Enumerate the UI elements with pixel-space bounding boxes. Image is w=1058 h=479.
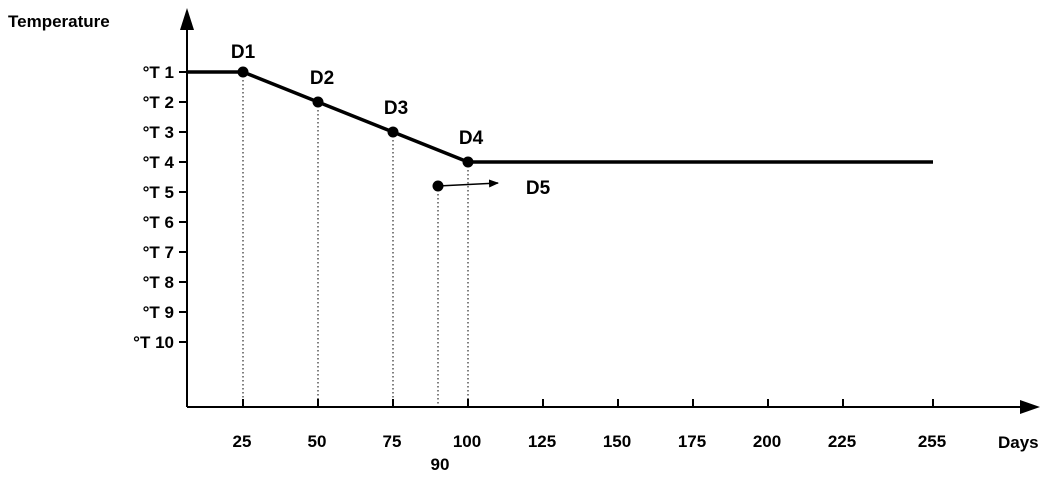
x-tick-label: 255 bbox=[918, 432, 946, 451]
x-tick-label: 75 bbox=[383, 432, 402, 451]
data-point-d2 bbox=[312, 96, 324, 108]
data-point-d5 bbox=[432, 180, 444, 192]
x-tick-label: 25 bbox=[233, 432, 252, 451]
point-label-d4: D4 bbox=[459, 128, 484, 149]
x-tick-label: 150 bbox=[603, 432, 631, 451]
y-tick-label: °T 7 bbox=[143, 243, 174, 262]
temperature-line bbox=[187, 70, 933, 164]
series bbox=[187, 70, 933, 188]
point-label-d3: D3 bbox=[384, 98, 408, 119]
y-tick-label: °T 5 bbox=[143, 183, 174, 202]
y-tick-label: °T 2 bbox=[143, 93, 174, 112]
x-tick-label: 200 bbox=[753, 432, 781, 451]
data-points bbox=[237, 66, 474, 192]
x-tick-label: 175 bbox=[678, 432, 706, 451]
y-axis-arrow bbox=[180, 8, 194, 30]
point-label-d5: D5 bbox=[526, 178, 551, 199]
point-label-d1: D1 bbox=[231, 42, 256, 63]
x-tick-label: 225 bbox=[828, 432, 856, 451]
data-point-d1 bbox=[237, 66, 249, 78]
y-tick-label: °T 6 bbox=[143, 213, 174, 232]
y-tick-label: °T 9 bbox=[143, 303, 174, 322]
labels: Temperature Days °T 1 °T 2 °T 3 °T 4 °T 5 °T … bbox=[8, 12, 1039, 474]
x-tick-label: 50 bbox=[308, 432, 327, 451]
y-tick-label: °T 3 bbox=[143, 123, 174, 142]
x-axis-arrow bbox=[1020, 400, 1040, 414]
y-tick-label: °T 8 bbox=[143, 273, 174, 292]
x-tick-label: 100 bbox=[453, 432, 481, 451]
data-point-d3 bbox=[387, 126, 399, 138]
y-axis-title: Temperature bbox=[8, 12, 110, 31]
point-label-d2: D2 bbox=[310, 68, 334, 89]
y-tick-label: °T 4 bbox=[143, 153, 175, 172]
dotted-guides bbox=[242, 72, 469, 407]
data-point-d4 bbox=[462, 156, 474, 168]
x-extra-tick-label: 90 bbox=[431, 455, 450, 474]
y-tick-label: °T 1 bbox=[143, 63, 174, 82]
y-tick-label: °T 10 bbox=[133, 333, 174, 352]
axes bbox=[179, 8, 1040, 414]
d5-arrow bbox=[437, 179, 499, 188]
x-tick-label: 125 bbox=[528, 432, 556, 451]
x-axis-title: Days bbox=[998, 433, 1039, 452]
